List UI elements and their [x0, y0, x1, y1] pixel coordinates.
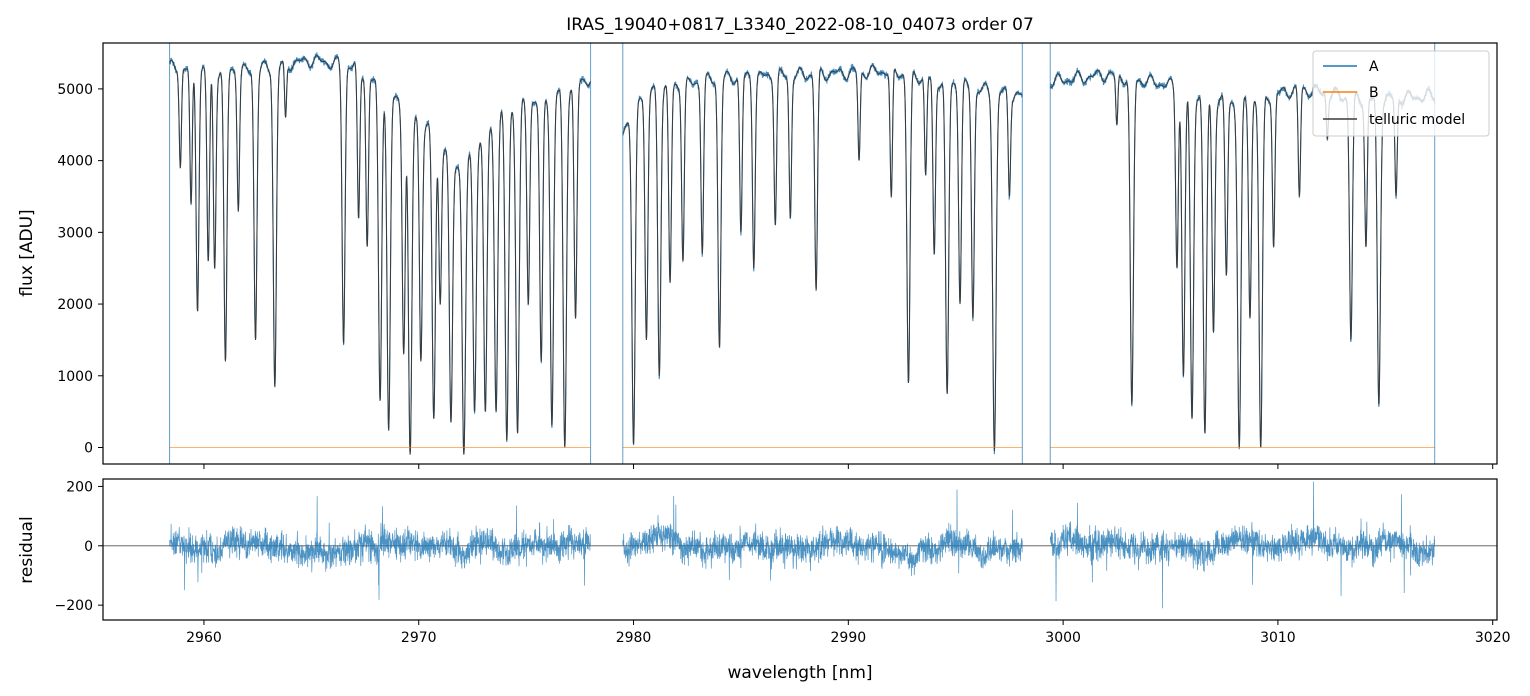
flux-plot-area [103, 43, 1497, 464]
telluric-model-line [622, 64, 1023, 452]
flux-x-ticks [203, 464, 1494, 469]
flux-y-tick-label: 2000 [57, 297, 93, 313]
residual-x-tick-label: 2970 [401, 630, 437, 646]
flux-y-tick-label: 5000 [57, 82, 93, 98]
residual-y-tick-label: −200 [55, 598, 93, 614]
residual-series-group [103, 481, 1497, 609]
residual-x-tick-label: 3020 [1475, 630, 1511, 646]
residual-line [622, 489, 1023, 581]
residual-panel: −200 0 200 2960 2970 2980 2990 3000 3010 3020 re… [17, 478, 1511, 646]
residual-y-axis-label: residual [17, 516, 37, 583]
flux-y-tick-label: 4000 [57, 154, 93, 170]
flux-y-tick-label: 1000 [57, 369, 93, 385]
legend-label-b: B [1369, 85, 1379, 101]
flux-y-tick-label: 3000 [57, 225, 93, 241]
residual-x-tick-label: 3010 [1260, 630, 1296, 646]
residual-x-tick-label: 3000 [1045, 630, 1081, 646]
residual-plot-frame [102, 478, 1498, 621]
legend-label-a: A [1369, 59, 1379, 75]
flux-plot-frame [102, 42, 1498, 465]
flux-y-ticks: 0 1000 2000 3000 4000 5000 [57, 82, 103, 457]
residual-x-tick-label: 2980 [616, 630, 652, 646]
legend-label-telluric: telluric model [1369, 112, 1465, 128]
x-axis-label: wavelength [nm] [727, 663, 872, 683]
flux-series-group [169, 43, 1436, 464]
residual-y-tick-label: 0 [84, 539, 93, 555]
legend-box [1312, 50, 1490, 137]
flux-y-axis-label: flux [ADU] [17, 209, 37, 296]
residual-y-tick-label: 200 [66, 479, 93, 495]
legend: A B telluric model [1312, 50, 1490, 137]
chart-title: IRAS_19040+0817_L3340_2022-08-10_04073 o… [566, 15, 1034, 35]
flux-y-tick-label: 0 [84, 441, 93, 457]
telluric-model-line [169, 55, 592, 455]
flux-panel: 0 1000 2000 3000 4000 5000 flux [ADU] A B tel… [17, 42, 1498, 469]
residual-line [169, 496, 591, 600]
residual-line [1049, 481, 1436, 609]
residual-x-ticks: 2960 2970 2980 2990 3000 3010 3020 [186, 620, 1511, 646]
residual-x-tick-label: 2990 [831, 630, 867, 646]
residual-y-ticks: −200 0 200 [55, 479, 103, 614]
residual-x-tick-label: 2960 [186, 630, 222, 646]
